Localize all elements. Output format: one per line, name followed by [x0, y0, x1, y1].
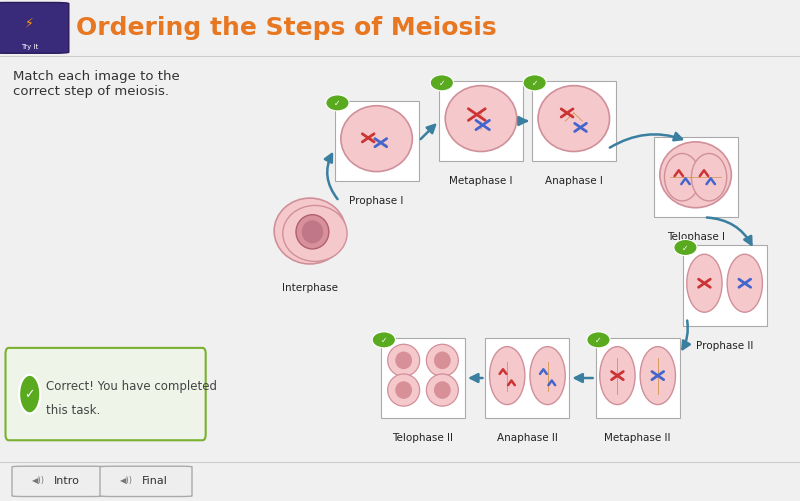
Text: ✓: ✓ — [381, 336, 387, 345]
Circle shape — [372, 332, 395, 348]
Text: Correct! You have completed: Correct! You have completed — [46, 379, 218, 392]
Text: Interphase: Interphase — [282, 282, 338, 292]
Text: Prophase I: Prophase I — [350, 196, 404, 206]
Text: this task.: this task. — [46, 403, 101, 416]
Ellipse shape — [426, 345, 458, 377]
FancyBboxPatch shape — [595, 338, 680, 418]
Text: Telophase I: Telophase I — [666, 232, 725, 242]
Ellipse shape — [660, 143, 731, 208]
Text: ✓: ✓ — [438, 79, 445, 88]
Ellipse shape — [274, 199, 346, 265]
Circle shape — [674, 240, 697, 256]
Text: Anaphase II: Anaphase II — [497, 432, 558, 442]
Ellipse shape — [434, 381, 450, 399]
FancyBboxPatch shape — [381, 338, 465, 418]
Text: Ordering the Steps of Meiosis: Ordering the Steps of Meiosis — [76, 16, 497, 40]
Ellipse shape — [490, 347, 525, 405]
Text: Prophase II: Prophase II — [696, 340, 754, 350]
Text: Anaphase I: Anaphase I — [545, 176, 602, 186]
Ellipse shape — [600, 347, 635, 405]
Text: Intro: Intro — [54, 475, 79, 484]
Circle shape — [587, 332, 610, 348]
Ellipse shape — [302, 221, 323, 244]
Ellipse shape — [727, 255, 762, 313]
Text: ◀)): ◀)) — [120, 475, 133, 484]
Text: Telophase II: Telophase II — [393, 432, 454, 442]
Text: ✓: ✓ — [334, 99, 341, 108]
Text: ✓: ✓ — [25, 388, 35, 401]
Ellipse shape — [388, 345, 420, 377]
Circle shape — [430, 76, 454, 92]
Ellipse shape — [282, 206, 347, 262]
Ellipse shape — [665, 154, 700, 201]
Circle shape — [523, 76, 546, 92]
FancyBboxPatch shape — [6, 348, 206, 440]
Ellipse shape — [426, 374, 458, 406]
Ellipse shape — [434, 352, 450, 369]
Text: Final: Final — [142, 475, 167, 484]
Text: ✓: ✓ — [531, 79, 538, 88]
FancyBboxPatch shape — [486, 338, 570, 418]
Text: ✓: ✓ — [595, 336, 602, 345]
Ellipse shape — [538, 87, 610, 152]
FancyBboxPatch shape — [12, 466, 104, 496]
Ellipse shape — [446, 87, 517, 152]
Ellipse shape — [388, 374, 420, 406]
Ellipse shape — [296, 215, 329, 249]
FancyBboxPatch shape — [0, 4, 69, 54]
Text: ✓: ✓ — [682, 243, 689, 253]
Text: Match each image to the
correct step of meiosis.: Match each image to the correct step of … — [13, 70, 180, 98]
Ellipse shape — [530, 347, 566, 405]
Ellipse shape — [395, 352, 412, 369]
Text: Try It: Try It — [21, 44, 38, 50]
Ellipse shape — [686, 255, 722, 313]
Ellipse shape — [395, 381, 412, 399]
FancyBboxPatch shape — [532, 82, 616, 162]
FancyBboxPatch shape — [439, 82, 523, 162]
FancyBboxPatch shape — [100, 466, 192, 496]
Ellipse shape — [341, 107, 412, 172]
Ellipse shape — [691, 154, 726, 201]
FancyBboxPatch shape — [654, 138, 738, 218]
Ellipse shape — [640, 347, 675, 405]
FancyBboxPatch shape — [682, 246, 766, 326]
Text: ⚡: ⚡ — [26, 17, 34, 30]
Text: Metaphase I: Metaphase I — [450, 176, 513, 186]
Circle shape — [19, 375, 40, 413]
Circle shape — [326, 96, 349, 112]
Text: Metaphase II: Metaphase II — [604, 432, 671, 442]
FancyBboxPatch shape — [334, 102, 418, 182]
Text: ◀)): ◀)) — [32, 475, 45, 484]
